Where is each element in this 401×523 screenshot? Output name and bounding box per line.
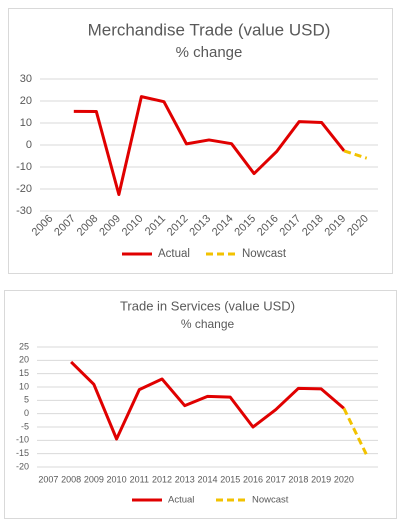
legend-label: Actual [158,248,190,260]
x-tick-label: 2008 [61,474,81,484]
legend-label: Nowcast [252,495,289,506]
chart-title: Merchandise Trade (value USD) [88,20,331,39]
x-tick-label: 2012 [152,474,172,484]
y-tick-label: 0 [24,408,29,418]
legend-label: Actual [168,495,194,506]
y-tick-label: -30 [16,205,32,217]
y-tick-label: 30 [20,73,32,85]
y-tick-label: 10 [19,381,29,391]
x-tick-label: 2020 [334,474,354,484]
y-tick-label: 15 [19,368,29,378]
x-tick-label: 2016 [243,474,263,484]
x-tick-label: 2015 [220,474,240,484]
legend-label: Nowcast [242,248,287,260]
x-tick-label: 2013 [175,474,195,484]
y-tick-label: 25 [19,341,29,351]
y-tick-label: 0 [26,139,32,151]
chart-subtitle: % change [181,317,235,331]
y-tick-label: -15 [16,448,29,458]
y-tick-label: 20 [19,355,29,365]
y-tick-label: -20 [16,461,29,471]
y-tick-label: 10 [20,117,32,129]
x-tick-label: 2007 [38,474,58,484]
x-tick-label: 2018 [288,474,308,484]
series-line [73,95,346,196]
x-tick-label: 2011 [130,474,149,484]
x-tick-label: 2010 [107,474,127,484]
y-tick-label: 5 [24,395,29,405]
y-tick-label: -10 [16,161,32,173]
chart-title: Trade in Services (value USD) [120,298,295,313]
chart-subtitle: % change [176,44,243,61]
series-line [342,407,368,456]
series-line [70,360,345,441]
y-tick-label: -10 [16,435,29,445]
y-tick-label: -5 [21,421,29,431]
x-tick-label: 2014 [197,474,217,484]
x-tick-label: 2017 [266,474,286,484]
y-tick-label: 20 [20,95,32,107]
x-tick-label: 2019 [311,474,331,484]
series-line [343,149,368,160]
x-tick-label: 2009 [84,474,104,484]
chart-frame [4,290,397,519]
y-tick-label: -20 [16,183,32,195]
